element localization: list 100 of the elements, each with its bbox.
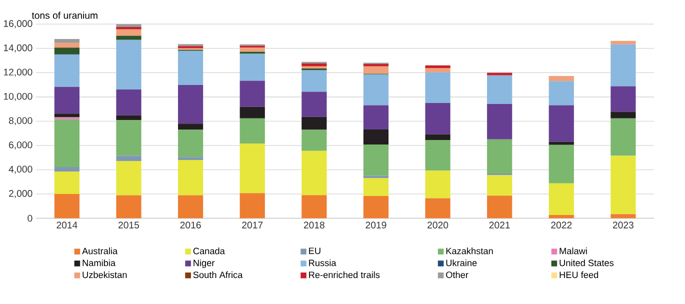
- x-tick-label: 2017: [242, 222, 263, 228]
- bar: [487, 139, 512, 174]
- bar: [54, 119, 80, 167]
- bar: [302, 116, 327, 130]
- bar: [116, 89, 142, 116]
- bar: [487, 174, 512, 196]
- bar: [116, 120, 142, 156]
- bar: [302, 150, 327, 195]
- bar: [116, 156, 142, 161]
- bar: [116, 115, 142, 120]
- bar: [425, 102, 450, 134]
- y-tick-label: 4,000: [8, 166, 32, 174]
- bar: [548, 76, 574, 82]
- bar: [54, 48, 80, 54]
- x-tick-label: 2020: [428, 222, 448, 228]
- bar: [178, 84, 204, 124]
- bar: [116, 40, 142, 90]
- bar: [302, 70, 327, 92]
- y-tick-label: 16,000: [4, 20, 32, 28]
- bar: [54, 38, 80, 43]
- bar: [240, 54, 265, 81]
- bar: [548, 81, 574, 106]
- bar: [487, 72, 512, 76]
- bar: [178, 124, 204, 130]
- legend-label: Russia: [309, 259, 336, 266]
- y-tick-label: 6,000: [9, 141, 32, 150]
- bar: [425, 140, 450, 170]
- legend-label: Uzbekistan: [82, 271, 127, 278]
- legend-label: Re-enriched trails: [309, 271, 380, 278]
- legend-label: Kazakhstan: [446, 247, 493, 254]
- bar: [54, 86, 80, 114]
- bar: [548, 183, 574, 215]
- bar: [54, 166, 80, 172]
- bar: [116, 160, 142, 196]
- bar: [240, 106, 265, 118]
- bar: [116, 29, 142, 36]
- bar: [363, 66, 389, 74]
- bar: [363, 74, 389, 106]
- bar: [302, 63, 327, 66]
- bar: [240, 193, 265, 218]
- bar: [425, 198, 450, 218]
- bar: [240, 118, 265, 144]
- bar: [363, 178, 389, 196]
- legend-label: EU: [309, 248, 320, 254]
- legend-label: South Africa: [193, 271, 243, 278]
- y-tick-label: 8,000: [8, 117, 32, 126]
- bar: [363, 144, 389, 176]
- legend-label: Namibia: [82, 259, 116, 266]
- y-axis-title: tons of uranium: [32, 12, 98, 19]
- bar: [425, 68, 450, 72]
- x-tick-label: 2021: [489, 222, 510, 228]
- y-tick-label: 12,000: [4, 68, 32, 77]
- bar: [240, 80, 265, 107]
- bar: [425, 134, 450, 140]
- bar: [363, 105, 389, 130]
- bar: [116, 24, 142, 27]
- bar: [548, 105, 574, 142]
- bar: [178, 195, 204, 218]
- bar: [610, 214, 636, 218]
- bar: [610, 86, 636, 112]
- bar: [548, 214, 574, 218]
- x-tick-label: 2014: [56, 222, 78, 228]
- y-tick-label: 10,000: [4, 92, 32, 101]
- bar: [548, 144, 574, 184]
- bar: [116, 26, 142, 30]
- legend-label: Other: [446, 271, 468, 278]
- legend-label: Australia: [82, 247, 118, 254]
- bar: [302, 92, 327, 117]
- bar: [54, 42, 80, 48]
- bar: [487, 196, 512, 218]
- bar: [610, 118, 636, 156]
- bar: [610, 40, 636, 44]
- y-tick-label: 14,000: [4, 44, 32, 52]
- y-tick-label: 2,000: [9, 190, 32, 198]
- bar: [302, 194, 327, 218]
- bar: [54, 54, 80, 87]
- bar: [425, 72, 450, 103]
- bar: [610, 44, 636, 86]
- legend-label: Malawi: [560, 247, 587, 254]
- legend-label: Canada: [193, 247, 225, 254]
- x-tick-label: 2016: [180, 222, 201, 228]
- bar: [178, 50, 204, 85]
- x-tick-label: 2023: [612, 222, 634, 228]
- x-tick-label: 2015: [118, 222, 140, 228]
- bar: [178, 157, 204, 160]
- legend-label: HEU feed: [560, 271, 598, 278]
- bar: [240, 48, 265, 52]
- bar: [363, 196, 389, 218]
- bar: [363, 129, 389, 144]
- bar: [610, 156, 636, 214]
- bar: [178, 160, 204, 196]
- x-tick-label: 2022: [551, 222, 572, 228]
- x-tick-label: 2018: [304, 222, 324, 228]
- legend-label: Ukraine: [446, 259, 477, 266]
- bar: [610, 112, 636, 118]
- bar: [302, 130, 327, 151]
- bar: [54, 114, 80, 118]
- y-tick-label: 0: [28, 214, 32, 222]
- bar: [487, 104, 512, 140]
- bar: [116, 195, 142, 218]
